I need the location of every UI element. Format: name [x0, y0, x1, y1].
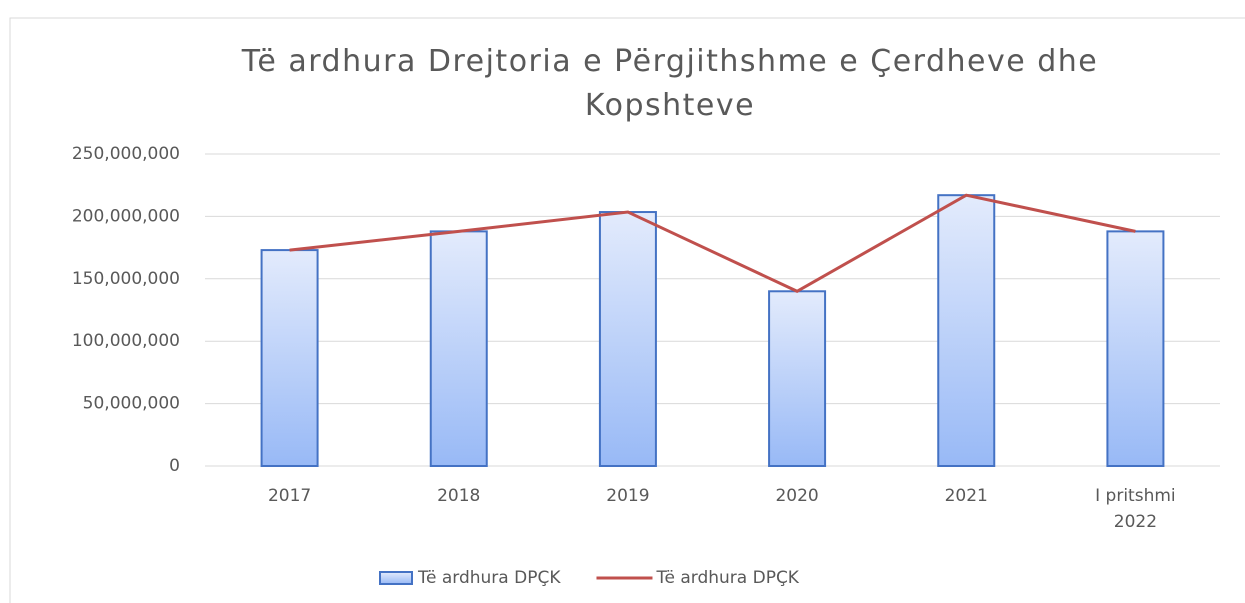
y-tick-label: 0: [169, 456, 180, 476]
legend-swatch: [379, 571, 413, 585]
bar: [598, 211, 657, 467]
y-tick-label: 200,000,000: [72, 206, 180, 226]
chart-title: Të ardhura Drejtoria e Përgjithshme e Çe…: [241, 44, 1099, 123]
y-tick-label: 150,000,000: [72, 269, 180, 289]
x-tick-label: 2019: [606, 486, 650, 506]
y-tick-label: 100,000,000: [72, 331, 180, 351]
y-tick-label: 250,000,000: [72, 144, 180, 164]
bar: [1106, 230, 1165, 467]
line: [289, 193, 1136, 293]
x-tick-label: 2021: [944, 486, 988, 506]
x-tick-label: I pritshmi 2022: [1095, 486, 1176, 532]
x-tick-label: 2018: [437, 486, 481, 506]
legend-label: Të ardhura DPÇK: [417, 568, 561, 588]
bar: [429, 230, 488, 467]
y-tick-label: 50,000,000: [83, 394, 180, 414]
bar: [937, 194, 996, 468]
x-tick-label: 2020: [775, 486, 819, 506]
bar: [260, 249, 319, 467]
bar: [768, 290, 827, 467]
legend-label: Të ardhura DPÇK: [655, 568, 799, 588]
x-tick-label: 2017: [267, 486, 312, 506]
